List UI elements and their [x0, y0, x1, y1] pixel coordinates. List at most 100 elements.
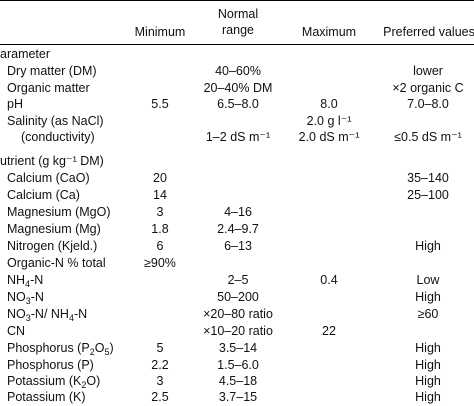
- table-row-potassium-oxide: Potassium (K2O) 3 4.5–18 High: [0, 373, 474, 390]
- preferred-value: High: [415, 374, 441, 388]
- preferred-value: High: [415, 341, 441, 355]
- minimum-value: 1.8: [151, 222, 169, 236]
- table-row-ammonium-n: NH4-N 2–5 0.4 Low: [0, 272, 474, 289]
- table-row-cn: CN ×10–20 ratio 22: [0, 323, 474, 340]
- row-name: NO3-N/ NH4-N: [0, 306, 87, 323]
- table-row-dry-matter: Dry matter (DM) 40–60% lower: [0, 63, 474, 80]
- name-subscript: 4: [25, 279, 31, 289]
- preferred-value: ≥60: [417, 307, 439, 321]
- row-name: Magnesium (MgO): [7, 205, 111, 219]
- minimum-value: 3: [156, 205, 164, 219]
- table-row-salinity: Salinity (as NaCl) 2.0 g l⁻¹: [0, 113, 474, 130]
- name-subscript: 3: [25, 296, 31, 306]
- preferred-value: ≤0.5 dS m⁻¹: [394, 130, 462, 144]
- table-row-nitrogen-kjeldahl: Nitrogen (Kjeld.) 6 6–13 High: [0, 238, 474, 255]
- normal-range-value: 4.5–18: [218, 374, 258, 388]
- header-maximum: Maximum: [301, 25, 357, 39]
- minimum-value: 2.2: [151, 358, 169, 372]
- table-row-nitrate-ammonium-ratio: NO3-N/ NH4-N ×20–80 ratio ≥60: [0, 306, 474, 323]
- normal-range-value: 40–60%: [215, 64, 261, 78]
- table-row-calcium-oxide: Calcium (CaO) 20 35–140: [0, 170, 474, 187]
- top-rule: [0, 0, 474, 1]
- row-name: Dry matter (DM): [7, 64, 97, 78]
- normal-range-value: 50–200: [217, 290, 259, 304]
- header-normal-line2: range: [222, 23, 254, 37]
- row-name: pH: [7, 97, 23, 111]
- normal-range-value: ×10–20 ratio: [203, 324, 273, 338]
- row-name: Calcium (CaO): [7, 171, 90, 185]
- name-part: -N: [30, 290, 44, 304]
- normal-range-value: 1.5–6.0: [217, 358, 259, 372]
- name-part: NO: [7, 290, 26, 304]
- normal-range-value: 3.7–15: [218, 390, 258, 404]
- name-subscript: 3: [25, 313, 31, 323]
- table-row-magnesium: Magnesium (Mg) 1.8 2.4–9.7: [0, 221, 474, 238]
- row-name: Salinity (as NaCl): [7, 114, 104, 128]
- preferred-value: High: [415, 358, 441, 372]
- normal-range-value: 6–13: [224, 239, 252, 253]
- table-row-ph: pH 5.5 6.5–8.0 8.0 7.0–8.0: [0, 96, 474, 113]
- minimum-value: 14: [153, 188, 167, 202]
- preferred-value: ×2 organic C: [392, 81, 464, 95]
- section-parameter-label: arameter: [0, 47, 51, 61]
- table-row-conductivity: (conductivity) 1–2 dS m⁻¹ 2.0 dS m⁻¹ ≤0.…: [0, 129, 474, 146]
- name-part: O: [94, 341, 105, 355]
- row-name: Phosphorus (P): [7, 358, 94, 372]
- minimum-value: ≥90%: [144, 256, 176, 270]
- section-nutrient-label: utrient (g kg⁻¹ DM): [0, 154, 104, 168]
- row-name: Potassium (K2O): [0, 373, 100, 390]
- table-row-calcium: Calcium (Ca) 14 25–100: [0, 187, 474, 204]
- minimum-value: 5: [156, 341, 164, 355]
- table-row-nitrate-n: NO3-N 50–200 High: [0, 289, 474, 306]
- preferred-value: 7.0–8.0: [407, 97, 449, 111]
- table-row-organic-n: Organic-N % total ≥90%: [0, 255, 474, 272]
- row-name: Phosphorus (P2O5): [0, 340, 114, 357]
- row-name: Calcium (Ca): [7, 188, 80, 202]
- maximum-value: 22: [322, 324, 336, 338]
- header-normal-line1: Normal: [217, 7, 259, 21]
- preferred-value: High: [415, 390, 441, 404]
- normal-range-value: 2–5: [227, 273, 249, 287]
- name-subscript: 2: [89, 347, 95, 357]
- maximum-value: 8.0: [320, 97, 338, 111]
- header-rule: [0, 44, 474, 45]
- normal-range-value: 6.5–8.0: [217, 97, 259, 111]
- name-subscript: 5: [104, 347, 110, 357]
- name-part: Phosphorus (P: [7, 341, 90, 355]
- preferred-value: 35–140: [407, 171, 449, 185]
- normal-range-value: 1–2 dS m⁻¹: [205, 130, 271, 144]
- row-name: (conductivity): [21, 130, 95, 144]
- normal-range-value: 4–16: [224, 205, 252, 219]
- row-name: Nitrogen (Kjeld.): [7, 239, 98, 253]
- maximum-value: 2.0 dS m⁻¹: [298, 130, 360, 144]
- minimum-value: 3: [156, 374, 164, 388]
- row-name: NH4-N: [0, 272, 43, 289]
- minimum-value: 6: [156, 239, 164, 253]
- normal-range-value: 2.4–9.7: [217, 222, 259, 236]
- name-part: -N/ NH: [30, 307, 69, 321]
- name-part: O): [86, 374, 101, 388]
- name-part: Potassium (K: [7, 374, 82, 388]
- row-name: CN: [7, 324, 26, 338]
- preferred-value: High: [415, 290, 441, 304]
- row-name: NO3-N: [0, 289, 44, 306]
- table-row-potassium: Potassium (K) 2.5 3.7–15 High: [0, 389, 474, 406]
- row-name: Magnesium (Mg): [7, 222, 101, 236]
- name-part: -N: [30, 273, 44, 287]
- normal-range-value: 3.5–14: [218, 341, 258, 355]
- section-parameter: arameter: [0, 46, 474, 63]
- header-normal-range: Normal range: [188, 6, 288, 38]
- row-name: Potassium (K): [7, 390, 86, 404]
- minimum-value: 20: [153, 171, 167, 185]
- name-part: NH: [7, 273, 26, 287]
- row-name: Organic-N % total: [7, 256, 106, 270]
- table-row-magnesium-oxide: Magnesium (MgO) 3 4–16: [0, 204, 474, 221]
- preferred-value: Low: [416, 273, 440, 287]
- name-part: -N: [73, 307, 88, 321]
- table-row-phosphorus: Phosphorus (P) 2.2 1.5–6.0 High: [0, 357, 474, 374]
- row-name: Organic matter: [7, 81, 90, 95]
- maximum-value: 2.0 g l⁻¹: [306, 114, 352, 128]
- preferred-value: High: [415, 239, 441, 253]
- preferred-value: 25–100: [407, 188, 449, 202]
- name-part: NO: [7, 307, 26, 321]
